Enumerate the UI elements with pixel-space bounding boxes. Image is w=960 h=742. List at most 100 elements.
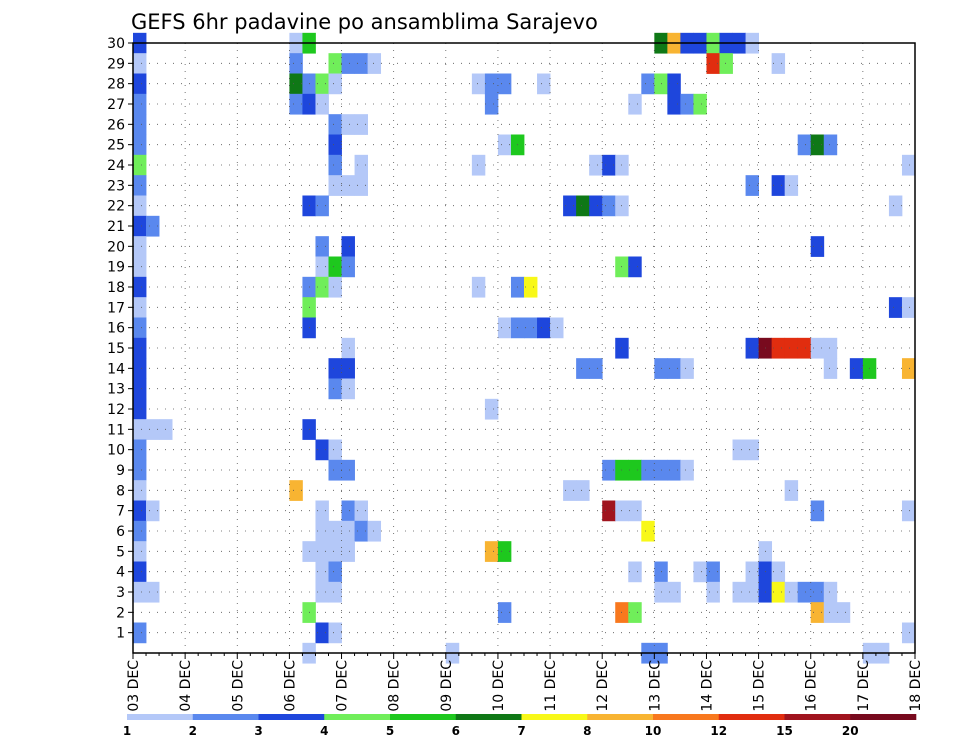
cell-m5-s16 <box>341 541 355 562</box>
y-tick-label-7: 7 <box>116 504 125 520</box>
cell-m11-s1 <box>146 419 160 440</box>
cell-m9-s38 <box>628 459 642 481</box>
cell-m5-s15 <box>328 541 342 562</box>
cell-m10-s47 <box>745 439 759 461</box>
cell-m24-s15 <box>328 154 342 176</box>
x-tick-label-13: 16 DEC <box>804 660 820 712</box>
cell-m18-s26 <box>471 276 486 298</box>
cell-m24-s0 <box>133 154 147 176</box>
cell-m4-s43 <box>693 561 707 583</box>
cell-m18-s0 <box>133 276 147 298</box>
cell-m17-s58 <box>888 297 903 318</box>
cell-m7-s52 <box>810 500 825 522</box>
y-tick-label-3: 3 <box>116 585 125 601</box>
cell-m2-s28 <box>497 602 512 623</box>
cell-m29-s45 <box>719 53 733 74</box>
y-tick-label-27: 27 <box>107 97 125 113</box>
cell-m29-s15 <box>328 53 342 74</box>
y-tick-label-8: 8 <box>116 483 125 499</box>
cell-m9-s41 <box>667 459 681 481</box>
colorbar-swatch-11 <box>850 714 917 720</box>
colorbar-swatch-2 <box>258 714 325 720</box>
cell-m25-s52 <box>810 134 825 156</box>
y-tick-label-28: 28 <box>107 77 125 93</box>
cell-m6-s39 <box>641 520 655 542</box>
cell-m10-s15 <box>328 439 342 461</box>
cell-m16-s31 <box>537 317 551 339</box>
cell-m4-s44 <box>706 561 720 583</box>
cell-m23-s50 <box>784 175 799 196</box>
cell-m7-s17 <box>354 500 368 522</box>
colorbar-swatch-5 <box>455 714 522 720</box>
cell-m25-s0 <box>133 134 147 156</box>
colorbar-swatch-3 <box>324 714 391 720</box>
y-tick-label-2: 2 <box>116 605 125 621</box>
y-tick-label-19: 19 <box>107 260 125 276</box>
x-tick-label-14: 17 DEC <box>856 660 872 712</box>
cell-m27-s14 <box>315 93 329 115</box>
cell-m17-s0 <box>133 297 147 318</box>
cell-m12-s27 <box>484 398 499 420</box>
y-tick-label-13: 13 <box>107 382 125 398</box>
cell-m19-s15 <box>328 256 342 278</box>
cell-m12-s0 <box>133 398 147 420</box>
colorbar: 1 2 3 4 5 6 7 8 10 12 15 20 <box>123 714 917 738</box>
cell-m22-s58 <box>888 195 903 217</box>
cell-m25-s53 <box>823 134 838 156</box>
cell-m28-s27 <box>484 73 499 95</box>
cell-m29-s18 <box>367 53 382 74</box>
cell-m7-s14 <box>315 500 329 522</box>
cell-m3-s0 <box>133 581 147 603</box>
cell-m7-s59 <box>901 500 916 522</box>
colorbar-swatch-4 <box>390 714 457 720</box>
cell-m19-s0 <box>133 256 147 278</box>
cell-m9-s36 <box>602 459 616 481</box>
x-tick-label-12: 15 DEC <box>752 660 768 712</box>
cell-m14-s34 <box>576 358 590 379</box>
cell-m9-s39 <box>641 459 655 481</box>
y-tick-label-24: 24 <box>107 158 125 174</box>
cell-m16-s30 <box>524 317 538 339</box>
cell-m8-s33 <box>563 480 577 501</box>
cell-m27-s42 <box>680 93 694 115</box>
colorbar-swatch-0 <box>127 714 194 720</box>
cell-m19-s14 <box>315 256 329 278</box>
cell-m23-s47 <box>745 175 759 196</box>
cell-m14-s0 <box>133 358 147 379</box>
cell-m8-s12 <box>289 480 303 501</box>
cell-m23-s49 <box>771 175 786 196</box>
cell-m2-s52 <box>810 602 825 623</box>
cell-m28-s28 <box>497 73 512 95</box>
y-tick-label-1: 1 <box>116 626 125 642</box>
colorbar-label-10: 10 <box>645 724 662 738</box>
y-tick-label-10: 10 <box>107 443 125 459</box>
x-tick-label-0: 03 DEC <box>126 660 142 712</box>
cell-m24-s59 <box>901 154 916 176</box>
cell-m27-s12 <box>289 93 303 115</box>
x-tick-label-15: 18 DEC <box>908 660 924 712</box>
x-tick-label-10: 13 DEC <box>647 660 663 712</box>
y-tick-label-25: 25 <box>107 138 125 154</box>
cell-m20-s14 <box>315 236 329 257</box>
y-tick-label-12: 12 <box>107 402 125 418</box>
cell-m15-s47 <box>745 337 759 359</box>
cell-m13-s16 <box>341 378 355 400</box>
x-tick-label-7: 10 DEC <box>491 660 507 712</box>
y-tick-label-20: 20 <box>107 239 125 255</box>
cell-m19-s38 <box>628 256 642 278</box>
cell-m29-s16 <box>341 53 355 74</box>
colorbar-label-8: 8 <box>583 724 591 738</box>
cell-m16-s0 <box>133 317 147 339</box>
cell-m29-s17 <box>354 53 368 74</box>
cell-m4-s15 <box>328 561 342 583</box>
y-tick-label-6: 6 <box>116 524 125 540</box>
cell-m6-s16 <box>341 520 355 542</box>
colorbar-swatch-6 <box>521 714 588 720</box>
cell-m25-s15 <box>328 134 342 156</box>
cell-m13-s15 <box>328 378 342 400</box>
y-tick-label-29: 29 <box>107 56 125 72</box>
cell-m8-s50 <box>784 480 799 501</box>
cell-m14-s59 <box>901 358 916 379</box>
cell-m21-s1 <box>146 215 160 237</box>
